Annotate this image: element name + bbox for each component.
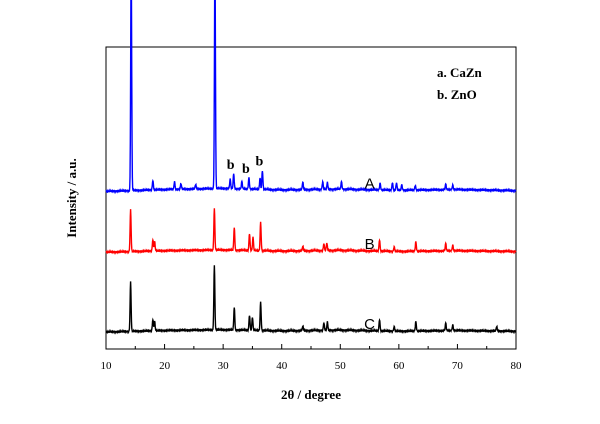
x-tick-label-50: 50 (335, 360, 347, 372)
series-line-A (105, 0, 517, 194)
x-tick-label-60: 60 (393, 360, 405, 372)
legend-entry-zno: b. ZnO (437, 87, 477, 102)
x-tick-label-70: 70 (452, 360, 464, 372)
y-axis-title: Intensity / a.u. (64, 158, 79, 237)
series-line-B (105, 208, 517, 255)
x-axis: 10 20 30 40 50 60 70 80 (101, 344, 523, 372)
series-labels: A B C (364, 175, 375, 333)
x-tick-label-40: 40 (276, 360, 288, 372)
x-tick-label-10: 10 (101, 360, 113, 372)
series-label-C: C (364, 316, 375, 333)
series-layer (105, 0, 517, 335)
legend-entry-cazn: a. CaZn (437, 65, 483, 80)
series-label-A: A (365, 175, 375, 192)
x-tick-label-80: 80 (511, 360, 523, 372)
series-label-B: B (365, 236, 375, 253)
x-tick-label-30: 30 (218, 360, 230, 372)
x-axis-title: 2θ / degree (281, 387, 341, 402)
peak-letter-3: b (242, 162, 250, 177)
peak-letter-4: b (255, 154, 263, 169)
x-tick-label-20: 20 (159, 360, 171, 372)
peak-annotations: a100a200bbb (227, 154, 264, 177)
peak-letter-2: b (227, 158, 235, 173)
series-line-C (105, 265, 517, 335)
